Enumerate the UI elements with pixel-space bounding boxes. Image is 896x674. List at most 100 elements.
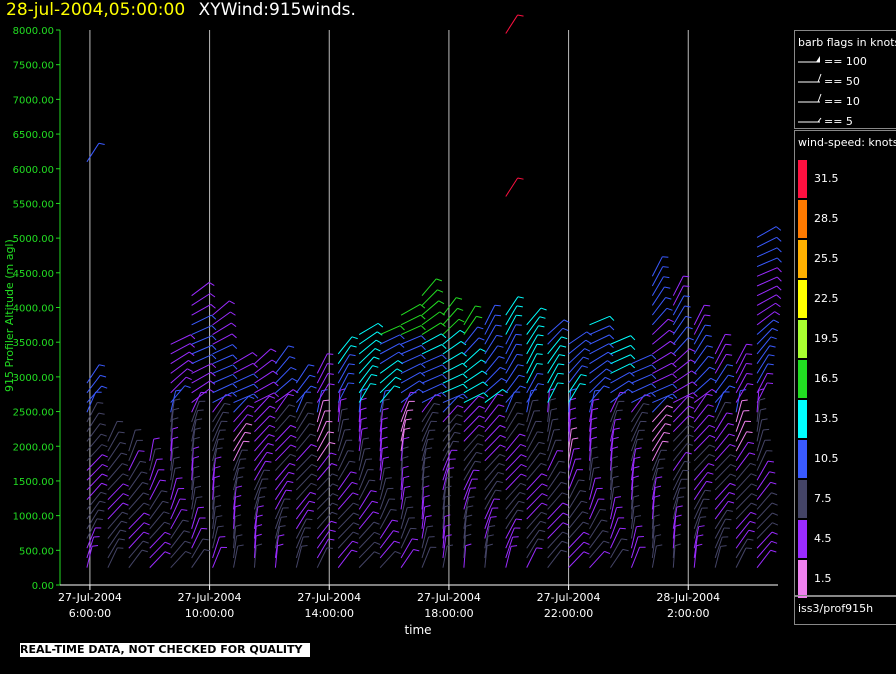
barb-flag [425, 515, 432, 518]
wind-barb [442, 534, 452, 559]
wind-barb [233, 458, 247, 481]
wind-barb [233, 544, 244, 568]
barb-flag [728, 500, 735, 504]
barb-staff [442, 308, 458, 326]
wind-barb [484, 334, 503, 355]
wind-barb [379, 498, 396, 520]
wind-barb [442, 405, 464, 423]
barb-flag [499, 424, 506, 429]
wind-barb [254, 460, 272, 481]
wind-barb [149, 541, 171, 559]
wind-barb [568, 541, 590, 559]
wind-barb [589, 498, 605, 520]
barb-flag [399, 343, 405, 348]
barb-staff [379, 448, 383, 471]
barb-staff [421, 439, 429, 461]
wind-barb [400, 496, 412, 520]
barb-flag [236, 534, 243, 537]
barb-flag [232, 383, 238, 389]
barb-staff [589, 377, 606, 394]
barb-staff [212, 322, 232, 335]
barb-flag [369, 479, 376, 482]
barb-staff [756, 450, 767, 471]
barb-flag [327, 353, 334, 355]
barb-flag [174, 398, 181, 401]
barb-staff [212, 383, 233, 394]
y-tick-label: 1500.00 [13, 477, 54, 488]
barb-staff [170, 438, 173, 461]
wind-barb [379, 398, 390, 423]
barb-flag [256, 524, 263, 527]
barb-flag [232, 354, 238, 360]
wind-barb [442, 440, 460, 462]
barb-staff [714, 546, 722, 568]
wind-barb [630, 411, 649, 432]
barb-staff [568, 469, 578, 491]
barb-flag [612, 465, 619, 469]
barb-flag [515, 324, 522, 326]
y-tick-label: 4500.00 [13, 269, 54, 280]
barb-staff [547, 327, 564, 345]
wind-barb [233, 514, 242, 539]
barb-staff [756, 382, 768, 403]
barb-staff [463, 326, 478, 345]
wind-barb [756, 319, 780, 335]
barb-flag [210, 304, 216, 309]
barb-staff [212, 373, 233, 384]
barb-flag [237, 544, 244, 547]
barb-staff [505, 546, 512, 568]
barb-staff [673, 381, 693, 394]
barb-staff [568, 374, 582, 394]
wind-barb [589, 343, 614, 355]
barb-flag [351, 481, 358, 485]
wind-barb [212, 402, 231, 423]
barb-flag [288, 345, 295, 348]
barb-flag [376, 339, 382, 344]
wind-barb [693, 414, 715, 433]
barb-staff [547, 450, 558, 471]
barb-staff [274, 517, 282, 539]
barb-flag [583, 356, 590, 360]
barb-flag [612, 475, 619, 479]
barb-flag [257, 505, 264, 508]
wind-barb [295, 518, 313, 539]
wind-barb [170, 334, 196, 345]
barb-flag [751, 502, 757, 506]
wind-barb [463, 315, 483, 335]
wind-barb [316, 399, 330, 423]
barb-staff [442, 477, 448, 500]
wind-barb [337, 502, 360, 520]
barb-flag [411, 538, 419, 541]
wind-barb [358, 356, 380, 374]
barb-staff [253, 488, 262, 510]
barb-flag [553, 428, 560, 431]
barb-staff [651, 441, 663, 462]
wind-barb [107, 483, 129, 501]
wind-barb [191, 427, 201, 452]
wind-barb [295, 385, 317, 403]
barb-staff [191, 419, 197, 442]
wind-barb [149, 531, 171, 549]
wind-barb [463, 543, 472, 568]
wind-barb [191, 465, 200, 490]
barb-staff [128, 471, 142, 491]
wind-barb [442, 329, 466, 345]
barb-staff [484, 314, 496, 335]
wind-barb [170, 456, 180, 481]
wind-barb [421, 438, 434, 461]
wind-barb [568, 348, 591, 365]
barb-staff [295, 385, 312, 403]
barb-staff [526, 316, 541, 335]
barb-staff [233, 440, 244, 462]
barb-flag [122, 463, 129, 467]
wind-barb [442, 393, 468, 404]
barb-flag [399, 325, 405, 331]
wind-barb [672, 478, 688, 500]
wind-barb [547, 492, 568, 510]
wind-barb [337, 481, 358, 500]
barb-flag [536, 547, 543, 549]
barb-staff [484, 472, 499, 491]
barb-flag [418, 388, 424, 393]
barb-flag [592, 407, 599, 411]
barb-legend-glyphs: == 100== 50== 10== 5 [798, 55, 867, 128]
